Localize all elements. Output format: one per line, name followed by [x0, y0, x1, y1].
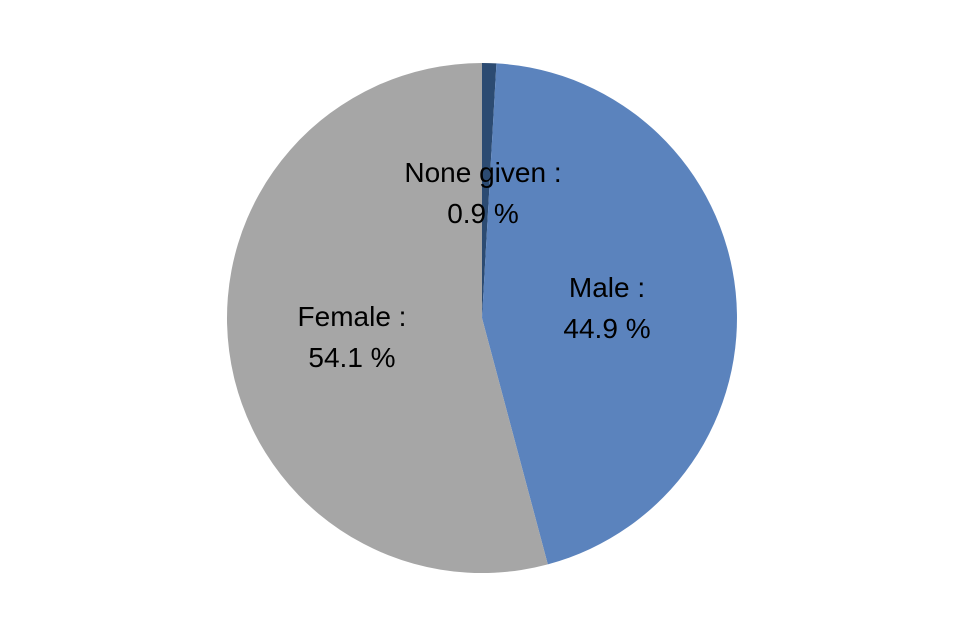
slice-label-name: Male : — [568, 272, 646, 303]
slice-label-name: Female : — [297, 301, 407, 332]
slice-label-none-given: None given : 0.9 % — [404, 152, 561, 234]
slice-label-value: 44.9 % — [563, 313, 651, 344]
slice-label-value: 54.1 % — [308, 342, 396, 373]
pie-slice-female — [226, 63, 548, 573]
pie-slice-none-given — [482, 63, 497, 318]
slice-label-male: Male : 44.9 % — [563, 267, 650, 349]
slice-label-value: 0.9 % — [447, 198, 519, 229]
slice-label-name: None given : — [404, 157, 562, 188]
slice-label-female: Female : 54.1 % — [298, 296, 407, 378]
pie-slice-male — [482, 63, 737, 565]
